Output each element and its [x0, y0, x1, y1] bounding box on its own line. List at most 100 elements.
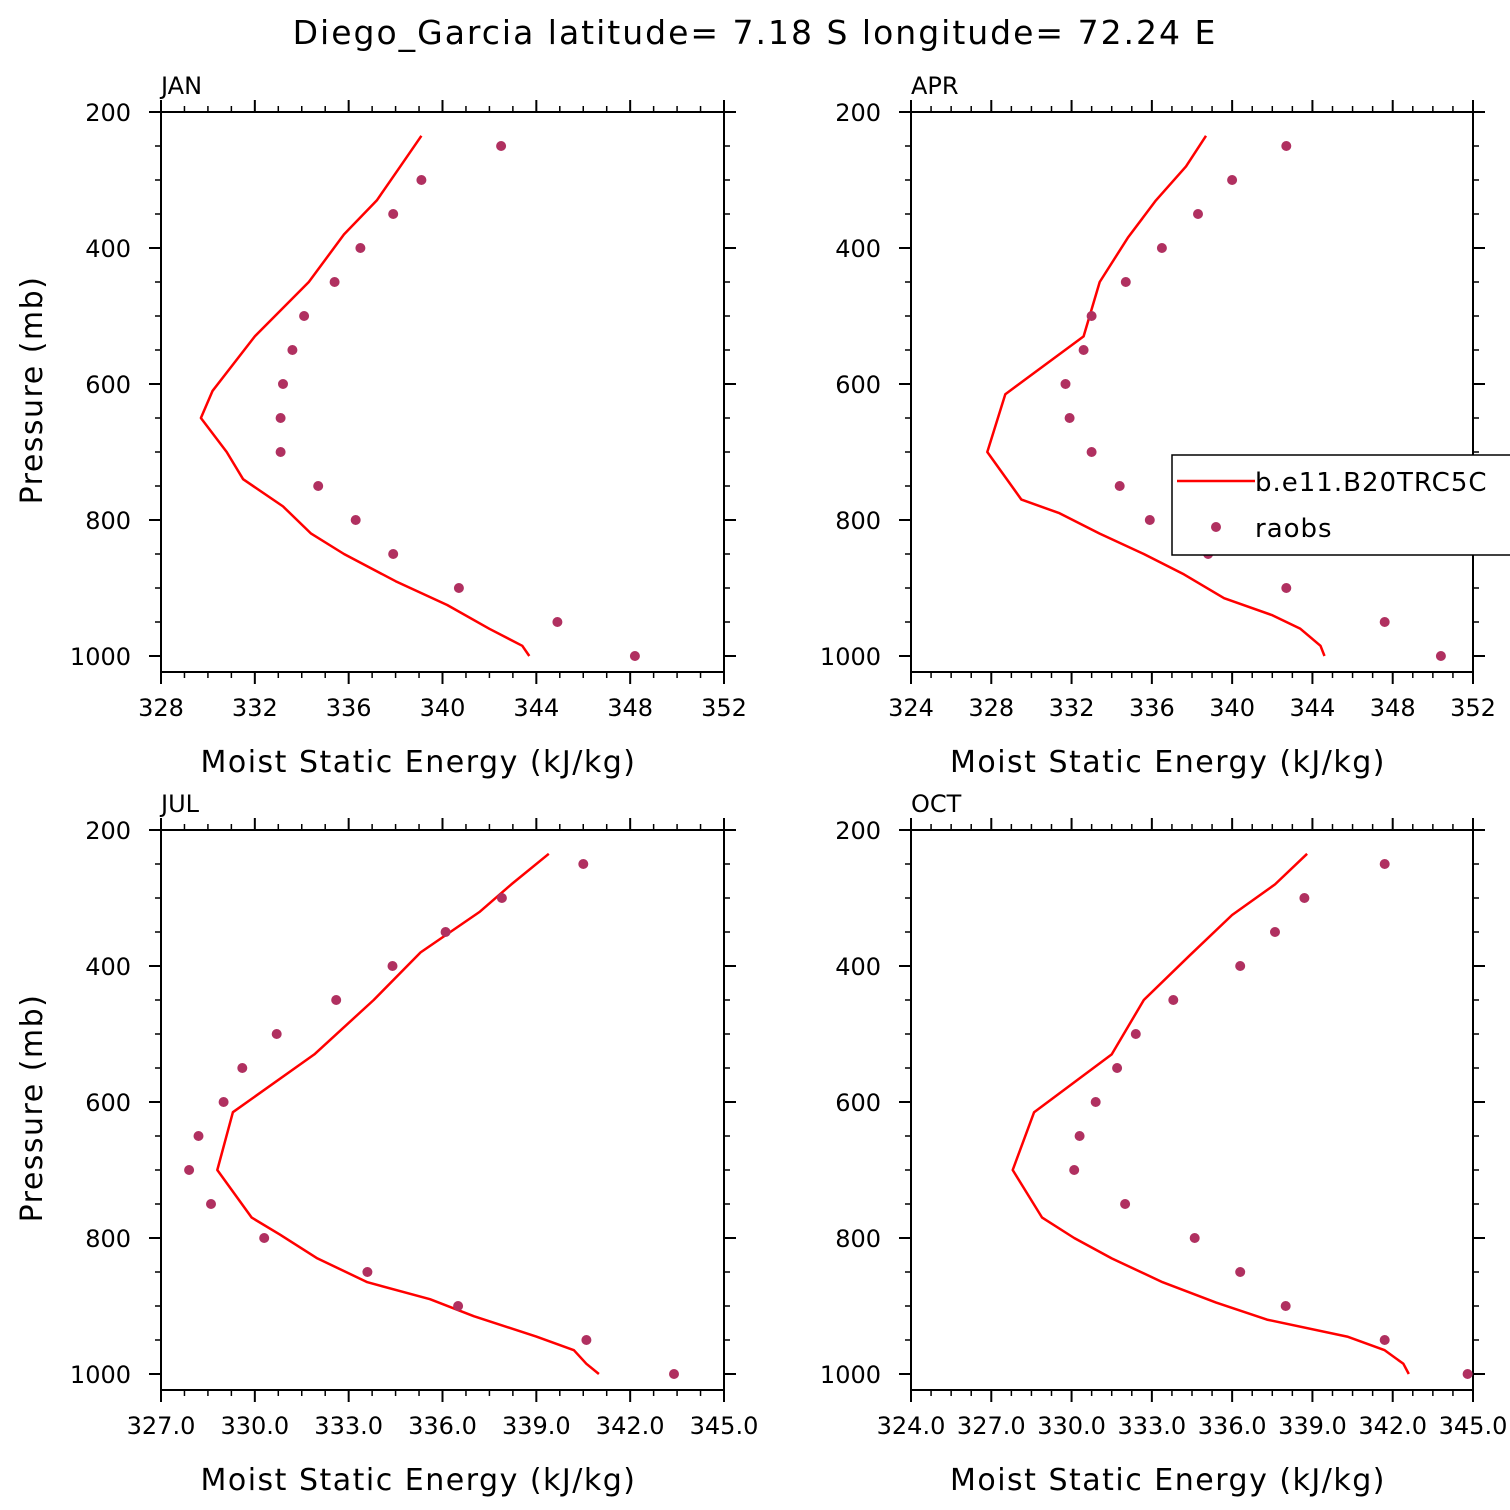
- raobs-point: [496, 893, 507, 903]
- y-tick-label: 1000: [70, 1361, 131, 1389]
- x-tick-label: 328: [968, 694, 1014, 722]
- x-tick-label: 348: [607, 694, 653, 722]
- x-tick-label: 336.0: [1198, 1412, 1267, 1440]
- raobs-point: [388, 209, 399, 219]
- raobs-point: [1086, 447, 1097, 457]
- x-tick-label: 339.0: [1278, 1412, 1347, 1440]
- x-tick-label: 348: [1370, 694, 1416, 722]
- model-profile-line: [216, 852, 600, 1375]
- raobs-point: [271, 1029, 282, 1039]
- model-profile-line: [1011, 852, 1410, 1375]
- raobs-point: [237, 1063, 248, 1073]
- raobs-point: [329, 277, 340, 287]
- raobs-point: [331, 995, 342, 1005]
- x-tick-label: 327.0: [957, 1412, 1026, 1440]
- y-tick-label: 400: [835, 235, 881, 263]
- raobs-point: [1435, 651, 1446, 661]
- x-tick-label: 324: [888, 694, 934, 722]
- y-axis-label: Pressure (mb): [15, 994, 50, 1223]
- raobs-point: [387, 961, 398, 971]
- raobs-point: [1156, 243, 1167, 253]
- y-tick-label: 600: [835, 371, 881, 399]
- raobs-point: [1379, 617, 1390, 627]
- x-tick-label: 324.0: [877, 1412, 946, 1440]
- x-tick-label: 332: [1049, 694, 1095, 722]
- raobs-point: [275, 447, 286, 457]
- x-tick-label: 340: [420, 694, 466, 722]
- raobs-point: [206, 1199, 216, 1209]
- raobs-point: [578, 859, 589, 869]
- raobs-point: [1280, 1301, 1291, 1311]
- y-axis-label: Pressure (mb): [15, 276, 50, 505]
- y-tick-label: 600: [85, 1089, 131, 1117]
- plot-frame: [160, 111, 725, 673]
- raobs-point: [350, 515, 361, 525]
- y-tick-label: 600: [85, 371, 131, 399]
- panel-label: JAN: [159, 72, 202, 100]
- plot-frame: [910, 111, 1474, 673]
- x-tick-label: 336: [1129, 694, 1175, 722]
- panel-apr: 324 328 332 336 340 344 348 352 200 400 600 800 1000…: [820, 72, 1496, 780]
- x-tick-label: 352: [1450, 694, 1496, 722]
- y-tick-label: 200: [85, 817, 131, 845]
- x-tick-label: 344: [1290, 694, 1336, 722]
- raobs-point: [1060, 379, 1071, 389]
- raobs-point: [1379, 859, 1390, 869]
- x-tick-label: 342.0: [1358, 1412, 1427, 1440]
- figure-title: Diego_Garcia latitude= 7.18 S longitude=…: [293, 13, 1218, 52]
- raobs-point: [453, 1301, 464, 1311]
- y-tick-label: 200: [835, 99, 881, 127]
- raobs-point: [1120, 277, 1131, 287]
- raobs-point: [440, 927, 451, 937]
- y-tick-label: 800: [85, 1225, 131, 1253]
- raobs-point: [416, 175, 427, 185]
- raobs-point: [278, 379, 288, 389]
- raobs-point: [388, 549, 399, 559]
- model-profile-line: [986, 135, 1326, 657]
- y-tick-label: 200: [85, 99, 131, 127]
- x-tick-label: 339.0: [502, 1412, 571, 1440]
- x-tick-label: 330.0: [1037, 1412, 1106, 1440]
- x-tick-label: 345.0: [1439, 1412, 1508, 1440]
- y-tick-label: 800: [835, 507, 881, 535]
- x-tick-label: 328: [138, 694, 184, 722]
- raobs-point: [1235, 1267, 1246, 1277]
- raobs-point: [629, 651, 640, 661]
- x-tick-label: 333.0: [314, 1412, 383, 1440]
- y-tick-label: 1000: [70, 643, 131, 671]
- x-tick-label: 340: [1209, 694, 1255, 722]
- raobs-point: [1270, 927, 1280, 937]
- panel-oct: 324.0 327.0 330.0 333.0 336.0 339.0 342.0 345.0…: [820, 790, 1507, 1498]
- x-tick-label: 336: [326, 694, 372, 722]
- raobs-point: [275, 413, 286, 423]
- raobs-point: [184, 1165, 195, 1175]
- raobs-point: [1144, 515, 1155, 525]
- raobs-point: [1069, 1165, 1080, 1175]
- y-tick-label: 1000: [820, 643, 881, 671]
- raobs-point: [1090, 1097, 1101, 1107]
- raobs-point: [1120, 1199, 1131, 1209]
- raobs-point: [362, 1267, 373, 1277]
- panel-label: APR: [911, 72, 959, 100]
- raobs-point: [1299, 893, 1310, 903]
- x-tick-label: 330.0: [220, 1412, 289, 1440]
- raobs-point: [1064, 413, 1075, 423]
- panel-label: JUL: [159, 790, 200, 818]
- panel-jul: 327.0 330.0 333.0 336.0 339.0 342.0 345.0 200 40…: [15, 790, 758, 1498]
- legend-label-raobs: raobs: [1255, 514, 1333, 544]
- x-tick-label: 342.0: [596, 1412, 665, 1440]
- raobs-point: [1462, 1369, 1473, 1379]
- raobs-point: [1112, 1063, 1123, 1073]
- raobs-point: [1193, 209, 1203, 219]
- y-tick-label: 600: [835, 1089, 881, 1117]
- x-axis-label: Moist Static Energy (kJ/kg): [950, 745, 1386, 780]
- raobs-point: [218, 1097, 229, 1107]
- x-tick-label: 344: [513, 694, 559, 722]
- raobs-point: [1189, 1233, 1200, 1243]
- x-axis-label: Moist Static Energy (kJ/kg): [950, 1463, 1386, 1498]
- legend-box: [1171, 454, 1510, 556]
- raobs-point: [1227, 175, 1238, 185]
- y-tick-label: 800: [835, 1225, 881, 1253]
- plot-frame: [160, 829, 725, 1391]
